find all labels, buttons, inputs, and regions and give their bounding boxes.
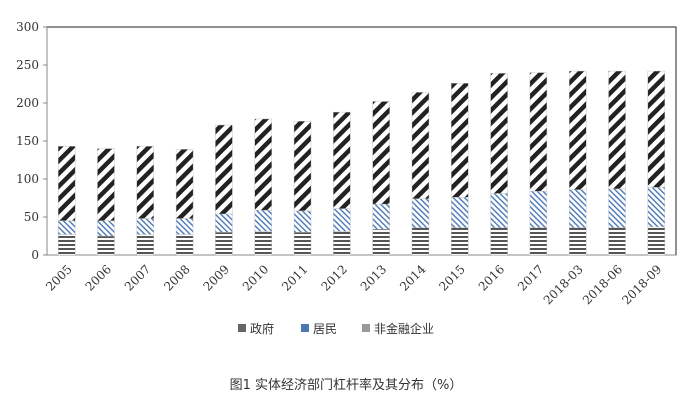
bar-segment-government (175, 234, 194, 256)
bars (57, 70, 666, 256)
y-tick-label: 0 (31, 248, 39, 262)
x-tick-label: 2009 (201, 262, 232, 293)
bar-segment-nonfinancial-enterprise (529, 72, 548, 192)
y-axis-ticks: 0 50 100 150 200 250 300 (16, 20, 47, 262)
bar-segment-nonfinancial-enterprise (490, 73, 508, 194)
x-tick-label: 2018-03 (541, 262, 586, 307)
bar-segment-household (254, 209, 272, 232)
bar-segment-government (451, 227, 469, 256)
bar-segment-government (254, 231, 272, 256)
x-tick-label: 2006 (83, 262, 114, 293)
bar-segment-household (215, 213, 233, 233)
bar-segment-nonfinancial-enterprise (372, 101, 390, 205)
y-tick-label: 100 (16, 172, 39, 186)
bar-segment-government (569, 227, 587, 256)
bar-segment-nonfinancial-enterprise (333, 111, 351, 209)
bar-segment-nonfinancial-enterprise (569, 70, 587, 190)
bar-segment-government (490, 227, 508, 256)
x-tick-label: 2018-09 (619, 262, 664, 307)
bar-segment-government (136, 234, 154, 256)
bar-segment-household (569, 189, 587, 228)
y-tick-label: 200 (16, 96, 39, 110)
bar-segment-household (490, 193, 508, 228)
legend-label: 政府 (250, 321, 274, 336)
bar-segment-government (372, 228, 390, 256)
legend-label: 非金融企业 (374, 321, 434, 336)
legend: 政府 居民 非金融企业 (238, 321, 434, 336)
x-tick-label: 2014 (397, 262, 429, 294)
y-tick-label: 50 (24, 210, 39, 224)
bar-segment-household (333, 208, 351, 232)
bar-segment-household (175, 218, 194, 235)
x-tick-label: 2005 (43, 262, 74, 293)
x-tick-label: 2015 (436, 262, 467, 293)
bar-segment-nonfinancial-enterprise (411, 92, 430, 199)
x-tick-label: 2012 (318, 262, 349, 293)
y-tick-label: 150 (16, 134, 39, 148)
bar-segment-household (608, 188, 626, 228)
legend-swatch (238, 324, 246, 332)
x-tick-label: 2008 (161, 262, 192, 293)
x-tick-label: 2007 (122, 262, 153, 293)
bar-segment-government (293, 231, 312, 256)
figure-caption: 图1 实体经济部门杠杆率及其分布（%） (230, 377, 463, 393)
legend-swatch (362, 324, 370, 332)
y-tick-label: 250 (16, 58, 39, 72)
legend-label: 居民 (313, 322, 337, 336)
bar-segment-nonfinancial-enterprise (254, 118, 272, 211)
x-tick-label: 2011 (279, 262, 310, 293)
x-axis-ticks: 2005 2006 2007 2008 2009 2010 2011 2012 2013 2014… (43, 262, 664, 307)
bar-segment-household (372, 203, 390, 230)
bar-segment-government (215, 231, 233, 256)
bar-segment-household (293, 210, 312, 233)
x-tick-label: 2016 (476, 262, 507, 293)
y-tick-label: 300 (16, 20, 39, 34)
bar-segment-household (97, 220, 115, 237)
bar-segment-nonfinancial-enterprise (647, 70, 666, 188)
x-tick-label: 2010 (240, 262, 271, 293)
bar-segment-government (333, 231, 351, 256)
bar-segment-nonfinancial-enterprise (136, 146, 154, 219)
bar-segment-nonfinancial-enterprise (97, 148, 115, 222)
bar-segment-nonfinancial-enterprise (57, 146, 76, 222)
x-tick-label: 2017 (515, 262, 546, 293)
bar-segment-household (136, 218, 154, 235)
bar-segment-government (411, 227, 430, 256)
bar-segment-government (529, 227, 548, 256)
bar-segment-household (529, 190, 548, 228)
legend-swatch (301, 324, 309, 332)
x-tick-label: 2013 (358, 262, 389, 293)
bar-segment-household (647, 187, 666, 228)
bar-segment-nonfinancial-enterprise (451, 83, 469, 198)
bar-segment-government (647, 226, 666, 256)
bar-segment-government (97, 235, 115, 256)
bar-segment-government (608, 227, 626, 256)
bar-segment-household (411, 198, 430, 228)
bar-segment-nonfinancial-enterprise (215, 124, 233, 215)
bar-segment-nonfinancial-enterprise (175, 149, 194, 219)
bar-segment-government (57, 234, 76, 256)
x-tick-label: 2018-06 (580, 262, 625, 307)
bar-segment-nonfinancial-enterprise (293, 121, 312, 212)
bar-segment-household (451, 197, 469, 228)
bar-segment-nonfinancial-enterprise (608, 70, 626, 190)
bar-segment-household (57, 220, 76, 235)
